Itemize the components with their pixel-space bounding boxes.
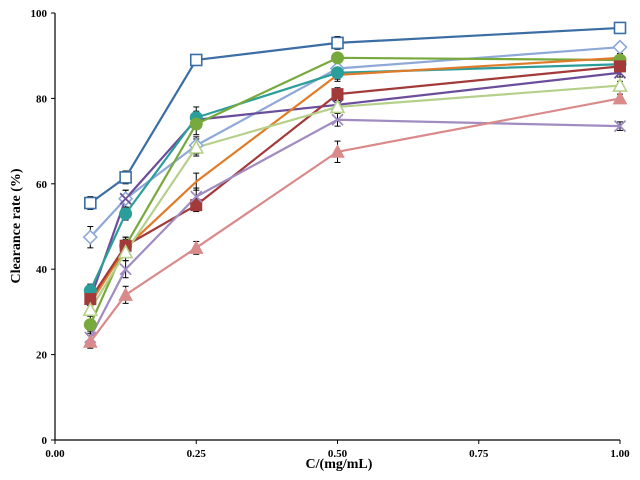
- data-point-series-10: [612, 90, 628, 105]
- data-point-series-5: [83, 318, 97, 332]
- series-line-2: [89, 46, 621, 238]
- data-point-series-7: [190, 199, 203, 212]
- marker-stroke: [119, 263, 132, 276]
- data-point-series-8: [329, 98, 346, 114]
- axis-labels: C/(mg/mL) Clearance rate (%): [9, 168, 373, 472]
- marker-stroke: [190, 190, 203, 203]
- x-tick-label: 1.00: [610, 448, 630, 460]
- data-point-series-9: [331, 113, 344, 126]
- series-line-6: [89, 56, 621, 304]
- y-tick-label: 40: [36, 264, 48, 276]
- data-point-series-1: [613, 21, 627, 35]
- data-point-series-1: [189, 53, 203, 67]
- marker-stroke: [613, 120, 627, 133]
- data-point-series-9: [119, 263, 132, 276]
- data-point-series-9: [613, 120, 627, 133]
- data-point-series-2: [82, 229, 98, 245]
- y-axis-title: Clearance rate (%): [9, 168, 24, 283]
- axes: 0 20 40 60 80 100 0.00 0.25 0.50 0.75 1.00: [31, 8, 631, 460]
- data-point-series-3: [119, 192, 132, 205]
- y-tick-label: 80: [36, 93, 48, 105]
- series-lines: [89, 26, 621, 343]
- x-tick-label: 0.50: [328, 448, 348, 460]
- y-tick-label: 20: [36, 350, 48, 362]
- data-point-series-5: [331, 51, 344, 65]
- x-axis-title: C/(mg/mL): [306, 457, 373, 472]
- y-tick-label: 100: [31, 8, 48, 20]
- series-line-4: [89, 63, 621, 292]
- data-point-series-10: [118, 287, 133, 301]
- series-markers: [82, 21, 628, 348]
- data-point-series-1: [331, 36, 344, 50]
- data-point-series-1: [119, 171, 132, 184]
- x-tick-label: 0.00: [45, 448, 65, 460]
- x-tick-label: 0.75: [469, 448, 489, 460]
- data-point-series-4: [119, 207, 133, 221]
- data-point-series-1: [84, 196, 97, 210]
- data-point-series-8: [117, 243, 134, 259]
- data-point-series-7: [331, 88, 344, 101]
- data-point-series-2: [612, 39, 628, 55]
- data-point-series-5: [189, 117, 203, 131]
- data-point-series-7: [614, 60, 626, 73]
- data-point-series-10: [188, 240, 204, 254]
- data-point-series-9: [190, 190, 203, 203]
- marker-stroke: [119, 192, 132, 205]
- data-point-series-10: [330, 144, 345, 158]
- data-point-series-8: [82, 301, 99, 317]
- data-point-series-4: [331, 66, 344, 80]
- series-line-5: [89, 56, 621, 326]
- y-tick-label: 60: [36, 179, 48, 191]
- x-tick-label: 0.25: [187, 448, 207, 460]
- data-point-series-8: [188, 139, 205, 154]
- marker-stroke: [331, 113, 344, 126]
- data-point-series-10: [82, 334, 98, 348]
- y-tick-label: 0: [42, 435, 48, 447]
